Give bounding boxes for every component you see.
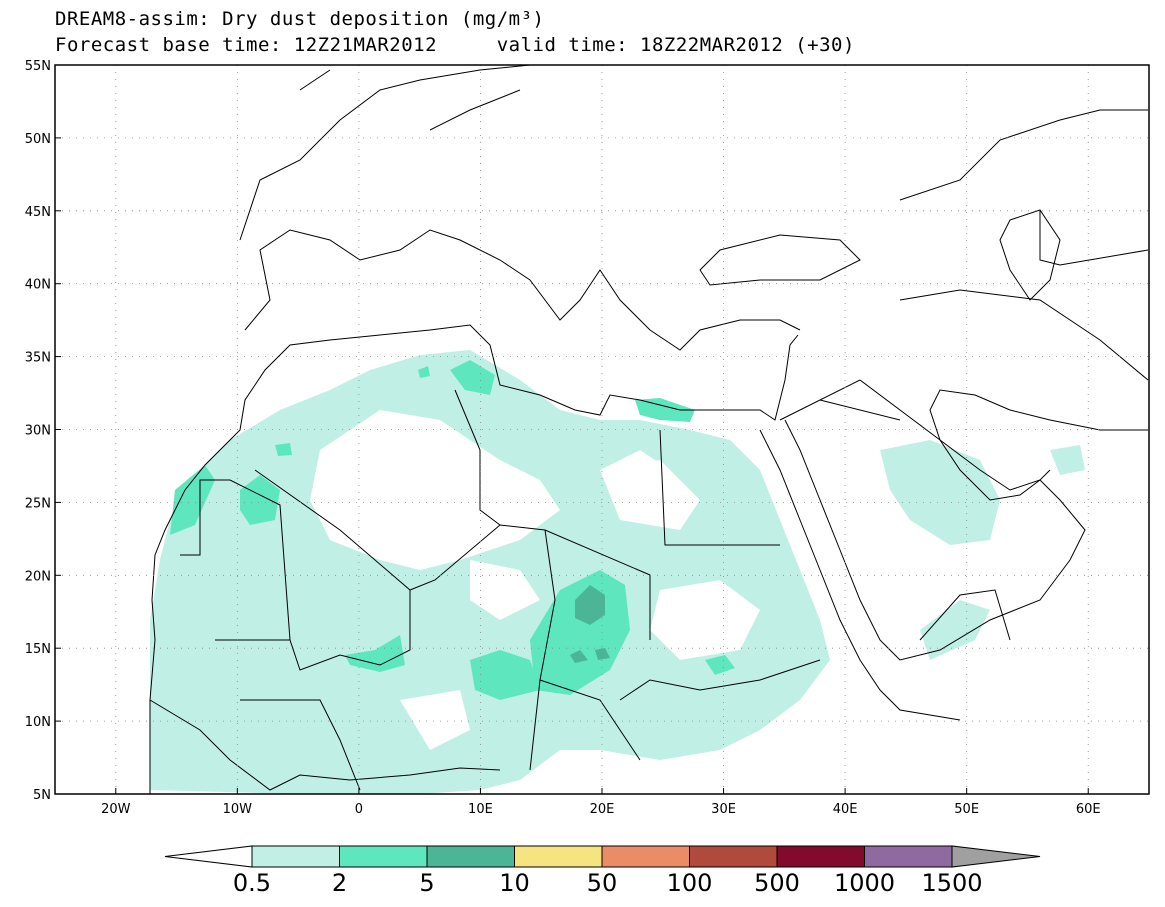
- colorbar-label: 2: [332, 869, 347, 897]
- map-plot-area: [149, 65, 1149, 794]
- colorbar-swatch: [601, 845, 690, 868]
- lat-tick-label: 45N: [25, 205, 51, 220]
- colorbar-label: 5: [419, 869, 434, 897]
- map-gridlines: [55, 65, 1149, 794]
- colorbar-label: 1000: [834, 869, 895, 897]
- lat-tick-label: 10N: [25, 715, 51, 730]
- colorbar-label: 100: [667, 869, 713, 897]
- lat-tick-label: 35N: [25, 351, 51, 366]
- colorbar-label: 50: [587, 869, 618, 897]
- lon-tick-label: 40E: [833, 802, 858, 817]
- colorbar-swatch: [864, 845, 953, 868]
- colorbar-over-triangle: [951, 845, 1041, 868]
- colorbar-label: 500: [754, 869, 800, 897]
- lat-tick-label: 5N: [33, 788, 51, 803]
- lat-tick-label: 25N: [25, 496, 51, 511]
- lon-tick-label: 50E: [954, 802, 979, 817]
- lon-tick-label: 30E: [711, 802, 736, 817]
- lat-tick-label: 55N: [25, 59, 51, 74]
- colorbar-swatch: [426, 845, 515, 868]
- dust-field-level-3: [570, 585, 610, 663]
- colorbar-legend: 0.5 2 5 10 50 100 500 1000 1500: [164, 845, 1041, 897]
- lat-tick-label: 50N: [25, 132, 51, 147]
- colorbar-swatch: [776, 845, 865, 868]
- longitude-axis: 20W 10W 0 10E 20E 30E 40E 50E 60E: [101, 788, 1101, 817]
- low-deposition-areas: [310, 410, 760, 750]
- lon-tick-label: 20W: [101, 802, 131, 817]
- dust-field-level-1: [150, 350, 1085, 794]
- lat-tick-label: 20N: [25, 569, 51, 584]
- latitude-axis: 55N 50N 45N 40N 35N 30N 25N 20N 15N 10N 5N: [25, 59, 61, 803]
- lon-tick-label: 10E: [468, 802, 493, 817]
- colorbar-swatch: [251, 845, 340, 868]
- colorbar-swatch: [339, 845, 428, 868]
- lon-tick-label: 0: [355, 802, 363, 817]
- lat-tick-label: 30N: [25, 424, 51, 439]
- forecast-time-subtitle: Forecast base time: 12Z21MAR2012 valid t…: [55, 34, 855, 56]
- colorbar-swatch: [689, 845, 778, 868]
- lon-tick-label: 60E: [1076, 802, 1101, 817]
- lon-tick-label: 20E: [590, 802, 615, 817]
- lat-tick-label: 40N: [25, 278, 51, 293]
- lat-tick-label: 15N: [25, 642, 51, 657]
- coastlines-and-borders: [149, 65, 1149, 794]
- colorbar-swatch: [514, 845, 603, 868]
- map-title: DREAM8-assim: Dry dust deposition (mg/m³…: [55, 8, 545, 30]
- colorbar-label: 1500: [921, 869, 982, 897]
- colorbar-under-triangle: [164, 845, 253, 868]
- lon-tick-label: 10W: [223, 802, 253, 817]
- colorbar-label: 0.5: [233, 869, 271, 897]
- colorbar-label: 10: [499, 869, 530, 897]
